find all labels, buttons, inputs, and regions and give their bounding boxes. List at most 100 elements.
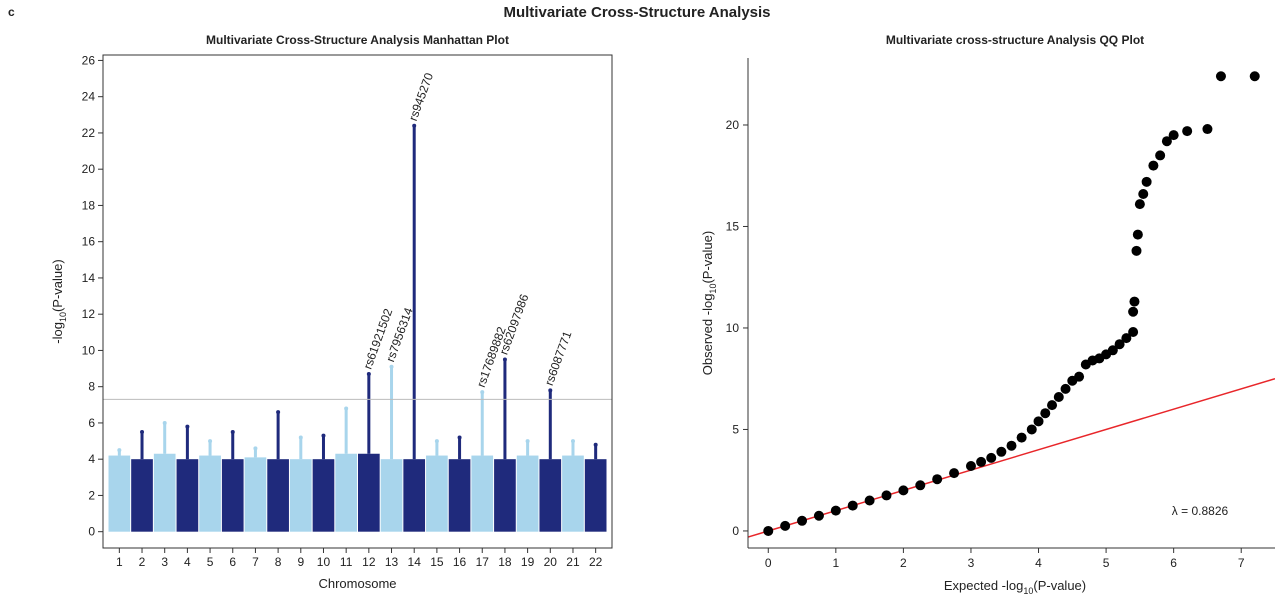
peak-spike <box>276 412 280 460</box>
x-axis-label: Chromosome <box>318 576 396 591</box>
chromosome-bulk <box>244 457 267 532</box>
peak-point <box>298 435 303 440</box>
qq-point <box>830 505 841 516</box>
chromosome-bulk <box>426 455 448 532</box>
chromosome-bulk <box>289 459 312 532</box>
peak-point <box>185 424 190 429</box>
qq-point <box>1161 136 1172 147</box>
qq-point <box>976 456 987 467</box>
y-tick-label: 6 <box>88 416 95 430</box>
qq-point <box>1138 188 1149 199</box>
x-tick-label: 3 <box>161 555 168 569</box>
peak-point <box>389 364 394 369</box>
qq-point <box>1134 199 1145 210</box>
qq-point <box>996 446 1007 457</box>
x-tick-label: 21 <box>566 555 580 569</box>
peak-point <box>412 123 417 128</box>
peak-spike <box>367 374 371 454</box>
qq-point <box>1215 71 1226 82</box>
chromosome-bulk <box>448 459 471 532</box>
qq-point <box>1182 126 1193 137</box>
x-tick-label: 2 <box>900 556 907 570</box>
chromosome-bulk <box>153 453 176 532</box>
x-tick-label: 14 <box>408 555 422 569</box>
qq-point <box>1006 440 1017 451</box>
peak-spike <box>299 437 303 460</box>
qq-point <box>881 490 892 501</box>
qq-point <box>1016 432 1027 443</box>
axis-label-part: -log <box>50 322 65 344</box>
qq-point <box>1132 229 1143 240</box>
x-tick-label: 17 <box>476 555 490 569</box>
peak-spike <box>140 432 144 460</box>
panel-label: c <box>8 5 15 19</box>
qq-point <box>1114 339 1125 350</box>
peak-spike <box>503 359 507 460</box>
y-tick-label: 18 <box>82 198 96 212</box>
y-tick-label: 20 <box>726 118 740 132</box>
qq-point <box>1249 71 1260 82</box>
qq-point <box>847 500 858 511</box>
y-tick-label: 15 <box>726 219 740 233</box>
axis-label: Expected -log10(P-value) <box>944 578 1086 596</box>
qq-point <box>949 468 960 479</box>
x-tick-label: 2 <box>139 555 146 569</box>
chromosome-bulk <box>562 455 584 532</box>
axis-label-part: Observed -log <box>700 294 715 376</box>
y-tick-label: 22 <box>82 126 96 140</box>
axis-label-part: (P-value) <box>1033 578 1086 593</box>
peak-spike <box>435 441 439 456</box>
y-tick-label: 26 <box>82 53 96 67</box>
peak-point <box>457 435 462 440</box>
qq-point <box>1155 150 1166 161</box>
peak-point <box>162 420 167 425</box>
qq-point <box>1053 391 1064 402</box>
x-tick-label: 13 <box>385 555 399 569</box>
qq-point <box>1168 130 1179 141</box>
figure-title: Multivariate Cross-Structure Analysis <box>503 4 770 21</box>
x-tick-label: 4 <box>1035 556 1042 570</box>
axis-label-part: (P-value) <box>700 231 715 284</box>
y-tick-label: 4 <box>88 452 95 466</box>
qq-point <box>797 515 808 526</box>
chromosome-bulk <box>108 455 131 532</box>
axis-label-part: Expected -log <box>944 578 1024 593</box>
peak-point <box>344 406 349 411</box>
axis-label-sub: 10 <box>58 312 68 322</box>
chromosome-bulk <box>267 459 289 532</box>
y-tick-label: 16 <box>82 235 96 249</box>
peak-spike <box>208 441 212 456</box>
qq-point <box>813 510 824 521</box>
x-tick-label: 3 <box>968 556 975 570</box>
peak-point <box>548 388 553 393</box>
chromosome-bulk <box>380 459 403 532</box>
peak-point <box>366 372 371 376</box>
peak-spike <box>321 435 325 460</box>
axis-label-sub: 10 <box>1023 586 1033 596</box>
axis-label-sub: 10 <box>708 284 718 294</box>
qq-point <box>1128 327 1139 338</box>
chart-title: Multivariate Cross-Structure Analysis Ma… <box>206 33 509 47</box>
peak-spike <box>253 448 257 458</box>
peak-spike <box>390 366 394 460</box>
peak-point <box>230 430 235 434</box>
peak-spike <box>117 450 121 456</box>
peak-point <box>502 357 507 362</box>
qq-point <box>1033 416 1044 427</box>
qq-point <box>1074 371 1085 382</box>
x-tick-label: 10 <box>317 555 331 569</box>
x-tick-label: 18 <box>498 555 512 569</box>
x-tick-label: 15 <box>430 555 444 569</box>
qq-point <box>780 520 791 531</box>
chromosome-bulk <box>335 453 357 532</box>
peak-point <box>570 439 575 444</box>
peak-spike <box>594 444 598 460</box>
chromosome-bulk <box>176 459 199 532</box>
x-tick-label: 11 <box>340 555 353 569</box>
qq-point <box>1129 296 1140 307</box>
x-tick-label: 1 <box>116 555 123 569</box>
peak-spike <box>163 422 167 454</box>
chromosome-bulk <box>471 455 494 532</box>
chromosome-bulk <box>403 459 426 532</box>
y-tick-label: 10 <box>82 343 96 357</box>
